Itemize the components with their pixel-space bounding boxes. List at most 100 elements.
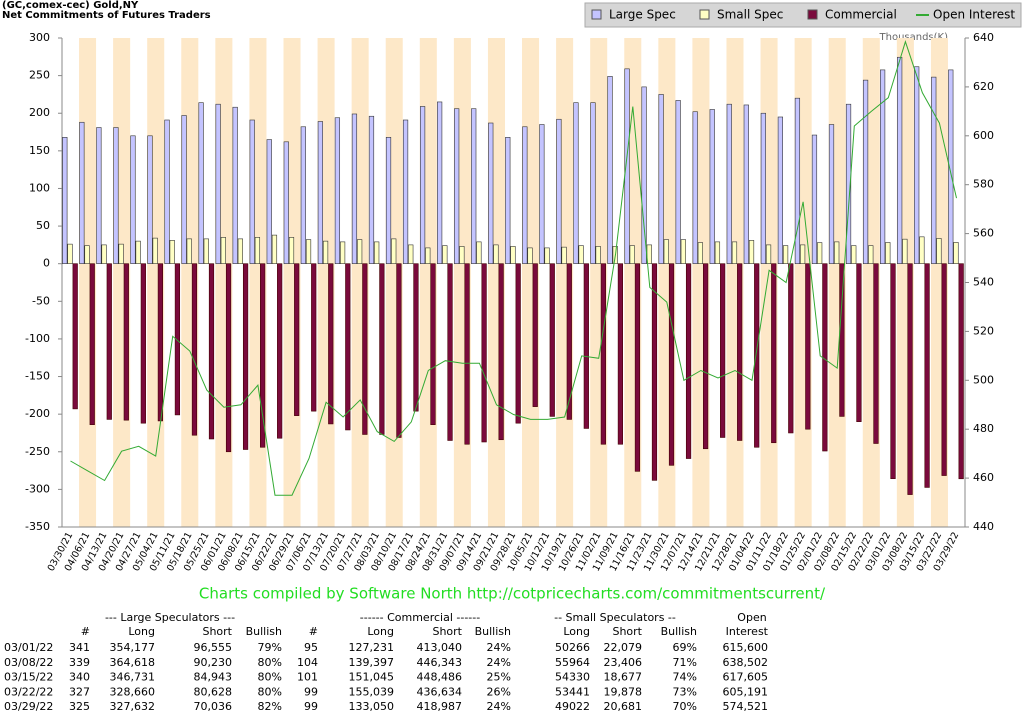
bar <box>549 263 555 417</box>
table-cell: 327,632 <box>110 700 156 713</box>
bar <box>498 263 504 441</box>
bar <box>890 263 896 480</box>
table-cell: 69% <box>673 641 697 654</box>
y-tick-label: 100 <box>29 181 50 194</box>
bar <box>96 127 102 264</box>
y-tick-label: 150 <box>29 144 50 157</box>
bar <box>680 239 686 264</box>
table-header: Long <box>128 625 155 638</box>
legend-swatch <box>591 9 602 20</box>
y-tick-label: -50 <box>32 294 50 307</box>
bar <box>726 103 732 264</box>
table-cell: 79% <box>258 641 282 654</box>
bar <box>283 141 289 264</box>
bar <box>237 238 243 264</box>
bar <box>651 263 658 481</box>
bar <box>89 263 95 425</box>
bar <box>84 245 90 264</box>
table-cell: 96,555 <box>194 641 233 654</box>
legend-swatch <box>699 9 710 20</box>
y-tick-label: 200 <box>29 106 50 119</box>
table-header: # <box>309 625 318 638</box>
bar <box>396 263 402 438</box>
bar <box>328 263 334 425</box>
table-header: Bullish <box>246 625 282 638</box>
bar <box>851 245 857 264</box>
y2-tick-label: 460 <box>973 471 994 484</box>
bar <box>936 238 942 264</box>
table-cell: 74% <box>673 671 697 684</box>
table-cell: 418,987 <box>417 700 463 713</box>
bar <box>208 263 215 440</box>
table-cell: 22,079 <box>604 641 643 654</box>
bar <box>573 102 579 264</box>
y2-tick-label: 480 <box>973 422 994 435</box>
table-cell: 26% <box>487 685 511 698</box>
table-cell: 139,397 <box>349 656 395 669</box>
bar <box>868 245 874 264</box>
bar <box>544 247 550 264</box>
bar <box>186 238 192 264</box>
bar <box>578 245 584 264</box>
table-cell: 80% <box>258 685 282 698</box>
bar <box>147 135 153 264</box>
bar <box>413 263 419 412</box>
bar <box>220 237 226 264</box>
table-cell: 53441 <box>555 685 590 698</box>
y2-tick-label: 440 <box>973 520 994 533</box>
bar <box>62 137 68 264</box>
table-cell: 446,343 <box>417 656 463 669</box>
table-cell: 617,605 <box>723 671 769 684</box>
table-cell: 99 <box>304 700 318 713</box>
bar <box>731 241 738 264</box>
y-tick-label: 0 <box>43 257 50 270</box>
table-cell: 80% <box>258 671 282 684</box>
bar <box>203 238 209 264</box>
table-cell: 155,039 <box>349 685 395 698</box>
y2-tick-label: 520 <box>973 324 994 337</box>
table-cell: 70,036 <box>194 700 233 713</box>
bar <box>408 244 414 264</box>
bar <box>885 242 891 264</box>
bar <box>254 237 261 264</box>
table-cell: 19,878 <box>604 685 643 698</box>
bar <box>152 237 158 264</box>
table-cell: 54330 <box>555 671 590 684</box>
bar <box>624 68 630 264</box>
bar <box>880 69 886 264</box>
y-tick-label: -250 <box>25 445 50 458</box>
bar <box>958 263 964 480</box>
bar <box>106 263 112 420</box>
bar <box>249 119 255 264</box>
bar <box>79 121 85 264</box>
bar <box>476 241 482 264</box>
table-cell: 24% <box>487 641 511 654</box>
bar <box>72 263 78 410</box>
legend-label: Open Interest <box>933 8 1015 22</box>
bar <box>692 111 698 264</box>
y-tick-label: 50 <box>36 219 50 232</box>
bar <box>294 263 300 416</box>
y-tick-label: -100 <box>25 332 50 345</box>
bar <box>430 263 436 425</box>
bar <box>595 246 601 264</box>
bar <box>454 108 460 264</box>
y-tick-label: -200 <box>25 407 50 420</box>
bar <box>157 263 163 422</box>
bar <box>334 117 341 264</box>
table-cell: 80% <box>258 656 282 669</box>
bar <box>811 134 818 264</box>
y2-tick-label: 560 <box>973 227 994 240</box>
bar <box>777 116 783 264</box>
table-group-header: -- Small Speculators -- <box>554 611 676 624</box>
table-group-header: ------ Commercial ------ <box>360 611 480 624</box>
bar <box>919 236 925 264</box>
bar <box>357 239 363 264</box>
table-cell: 638,502 <box>723 656 769 669</box>
bar <box>181 115 187 264</box>
y2-tick-label: 500 <box>973 373 994 386</box>
bar <box>675 100 681 264</box>
chart-title: (GC,comex-cec) Gold,NY <box>2 0 139 11</box>
bar <box>459 246 465 264</box>
